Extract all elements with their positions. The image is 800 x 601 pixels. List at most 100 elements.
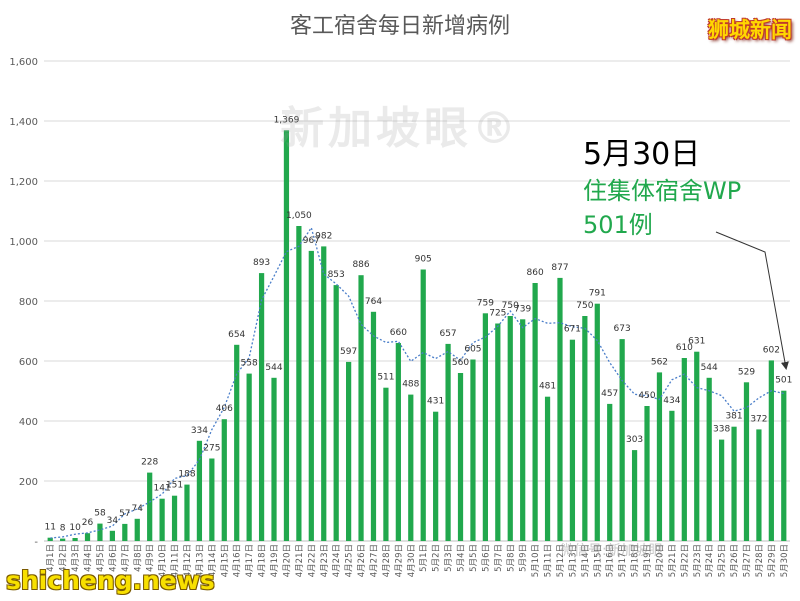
bar	[134, 518, 140, 541]
x-tick-label: 4月21日	[295, 544, 305, 577]
bar	[171, 495, 178, 541]
x-tick-label: 4月2日	[59, 544, 69, 572]
bar	[557, 277, 563, 541]
x-tick-label: 4月11日	[171, 544, 181, 577]
bar	[346, 361, 352, 541]
bar	[47, 537, 53, 541]
bar	[719, 439, 725, 541]
y-tick-label: 1,400	[9, 117, 38, 128]
bar	[656, 372, 663, 541]
data-label: 58	[94, 509, 106, 519]
x-tick-label: 5月18日	[631, 544, 641, 577]
footer-brand: shicheng.news	[6, 566, 215, 595]
bar	[209, 458, 215, 541]
x-tick-label: 4月12日	[183, 544, 193, 577]
bar	[607, 403, 613, 541]
data-label: 11	[44, 523, 55, 533]
data-label: 905	[415, 255, 432, 265]
bar	[631, 450, 638, 541]
x-tick-label: 5月8日	[506, 544, 516, 572]
data-label: 529	[738, 367, 755, 377]
bar	[470, 359, 476, 541]
data-label: 431	[427, 397, 444, 407]
x-tick-label: 4月8日	[133, 544, 143, 572]
data-label: 434	[663, 396, 680, 406]
x-tick-label: 4月18日	[258, 544, 268, 577]
data-label: 560	[452, 358, 469, 368]
bar	[433, 411, 439, 541]
chart-title: 客工宿舍每日新增病例	[289, 14, 510, 39]
data-label: 791	[589, 289, 606, 299]
x-tick-label: 5月22日	[680, 544, 690, 577]
data-label: 275	[203, 444, 220, 454]
x-tick-label: 5月14日	[581, 544, 591, 577]
x-tick-label: 5月17日	[618, 544, 628, 577]
y-tick-label: 1,000	[9, 237, 38, 248]
x-tick-label: 4月9日	[146, 544, 156, 572]
x-tick-label: 5月30日	[780, 544, 790, 577]
data-label: 544	[701, 363, 718, 373]
data-label: 57	[119, 509, 130, 519]
data-label: 750	[502, 301, 519, 311]
x-tick-label: 5月7日	[494, 544, 504, 572]
x-tick-label: 4月27日	[369, 544, 379, 577]
annotation-line2: 501例	[583, 211, 653, 239]
data-label: 671	[564, 325, 581, 335]
bar	[408, 394, 414, 541]
y-tick-label: 1,600	[9, 57, 38, 68]
data-label: 141	[154, 484, 171, 494]
bar	[582, 316, 588, 541]
bar	[743, 382, 750, 541]
data-label: 511	[377, 373, 394, 383]
data-label: 544	[265, 363, 282, 373]
x-tick-label: 5月6日	[481, 544, 491, 572]
x-tick-label: 5月2日	[432, 544, 442, 572]
x-tick-label: 5月4日	[457, 544, 467, 572]
y-tick-label: 200	[19, 477, 38, 488]
x-tick-label: 4月1日	[46, 544, 56, 572]
bar	[308, 250, 314, 541]
y-tick-label: 400	[19, 417, 38, 428]
x-tick-label: 5月15日	[593, 544, 603, 577]
x-tick-label: 5月16日	[606, 544, 616, 577]
bar	[97, 523, 103, 541]
data-label: 457	[601, 389, 618, 399]
x-tick-label: 4月22日	[307, 544, 317, 577]
data-label: 151	[166, 481, 183, 491]
data-label: 853	[328, 270, 345, 280]
data-label: 334	[191, 426, 208, 436]
x-tick-label: 5月12日	[556, 544, 566, 577]
data-label: 739	[514, 304, 531, 314]
bar	[544, 396, 551, 541]
data-label: 10	[69, 523, 81, 533]
x-tick-label: 4月14日	[208, 544, 218, 577]
x-tick-label: 5月5日	[469, 544, 479, 572]
bar	[457, 373, 464, 541]
bar	[234, 344, 240, 541]
bar	[395, 343, 401, 541]
x-tick-label: 4月17日	[245, 544, 255, 577]
annotation-date: 5月30日	[583, 137, 701, 172]
bar	[594, 303, 600, 541]
trend-line	[50, 226, 784, 539]
bar	[296, 226, 302, 541]
bar	[482, 313, 488, 541]
data-label: 228	[141, 458, 158, 468]
x-tick-label: 5月27日	[742, 544, 752, 577]
bar	[569, 339, 576, 541]
data-label: 673	[614, 324, 631, 334]
bar	[246, 373, 252, 541]
y-tick-label: 800	[19, 297, 38, 308]
x-tick-label: 4月3日	[71, 544, 81, 572]
y-tick-label: 600	[19, 357, 38, 368]
bar	[196, 440, 203, 541]
x-tick-label: 5月23日	[693, 544, 703, 577]
data-label: 860	[527, 268, 544, 278]
x-tick-label: 4月13日	[195, 544, 205, 577]
data-label: 660	[390, 328, 407, 338]
data-label: 631	[688, 337, 705, 347]
data-label: 338	[713, 425, 730, 435]
x-tick-label: 5月26日	[730, 544, 740, 577]
data-label: 74	[132, 504, 144, 514]
x-tick-label: 4月28日	[382, 544, 392, 577]
